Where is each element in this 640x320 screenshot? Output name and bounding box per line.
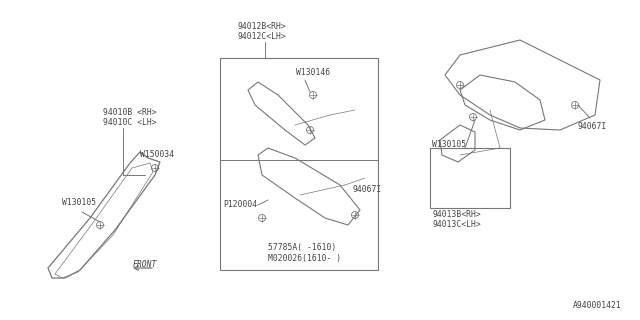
- Text: A940001421: A940001421: [573, 301, 622, 310]
- Bar: [220, 58, 378, 270]
- Text: M020026(1610- ): M020026(1610- ): [268, 254, 341, 263]
- Text: FRONT: FRONT: [133, 260, 157, 269]
- Text: 57785A( -1610): 57785A( -1610): [268, 243, 336, 252]
- Text: 94013B<RH>: 94013B<RH>: [432, 210, 481, 219]
- Text: P120004: P120004: [223, 200, 257, 209]
- Text: 94012B<RH>: 94012B<RH>: [237, 22, 285, 31]
- Text: W130105: W130105: [432, 140, 466, 149]
- Text: W150034: W150034: [140, 150, 174, 159]
- Text: 94010C <LH>: 94010C <LH>: [103, 118, 157, 127]
- Bar: [430, 148, 510, 208]
- Text: W130146: W130146: [296, 68, 330, 77]
- Text: 94010B <RH>: 94010B <RH>: [103, 108, 157, 117]
- Text: 94013C<LH>: 94013C<LH>: [432, 220, 481, 229]
- Text: 94067I: 94067I: [578, 122, 607, 131]
- Text: 94067I: 94067I: [352, 185, 381, 194]
- Text: 94012C<LH>: 94012C<LH>: [237, 32, 285, 41]
- Text: W130105: W130105: [62, 198, 96, 207]
